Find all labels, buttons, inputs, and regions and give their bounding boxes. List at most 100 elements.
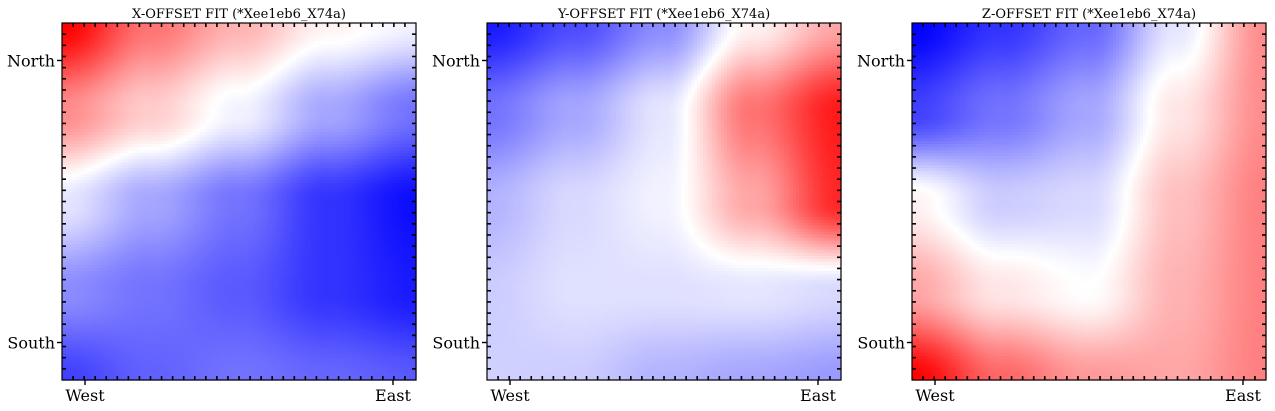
heatmap-cell (236, 116, 240, 121)
heatmap-cell (269, 131, 273, 136)
heatmap-cell (158, 80, 162, 85)
heatmap-cell (170, 144, 174, 148)
heatmap-cell (152, 65, 156, 69)
heatmap-cell (335, 128, 339, 133)
heatmap-cell (161, 26, 165, 30)
heatmap-cell (374, 41, 378, 45)
heatmap-cell (206, 116, 210, 121)
heatmap-cell (104, 68, 108, 73)
heatmap-cell (68, 92, 72, 97)
heatmap-cell (248, 131, 252, 136)
heatmap-cell (395, 113, 399, 118)
heatmap-cell (170, 98, 174, 103)
heatmap-cell (341, 59, 345, 63)
heatmap-cell (290, 113, 294, 118)
heatmap-cell (218, 23, 222, 27)
heatmap-cell (401, 32, 405, 36)
heatmap-cell (233, 110, 237, 115)
heatmap-cell (272, 74, 276, 79)
heatmap-cell (161, 113, 165, 118)
heatmap-cell (113, 131, 117, 136)
heatmap-cell (395, 56, 399, 60)
heatmap-cell (374, 92, 378, 97)
heatmap-cell (326, 125, 330, 130)
heatmap-cell (362, 56, 366, 60)
heatmap-cell (95, 144, 99, 148)
heatmap-cell (74, 38, 78, 42)
heatmap-cell (83, 137, 87, 142)
heatmap-cell (215, 50, 219, 54)
heatmap-cell (377, 65, 381, 69)
heatmap-cell (221, 68, 225, 73)
heatmap-cell (203, 113, 207, 118)
heatmap-cell (92, 74, 96, 79)
heatmap-cell (293, 122, 297, 127)
heatmap-cell (230, 32, 234, 36)
heatmap-cell (350, 68, 354, 73)
heatmap-cell (95, 47, 99, 51)
heatmap-cell (77, 53, 81, 57)
heatmap-cell (257, 29, 261, 33)
heatmap-cell (209, 144, 213, 148)
heatmap-cell (305, 104, 309, 109)
heatmap-cell (161, 65, 165, 69)
heatmap-cell (134, 77, 138, 82)
heatmap-cell (146, 140, 150, 145)
heatmap-cell (320, 38, 324, 42)
heatmap-cell (155, 92, 159, 97)
heatmap-cell (263, 68, 267, 73)
heatmap-cell (284, 38, 288, 42)
heatmap-cell (185, 59, 189, 63)
heatmap-cell (137, 83, 141, 88)
heatmap-cell (80, 77, 84, 82)
heatmap-cell (368, 92, 372, 97)
heatmap-cell (203, 23, 207, 27)
heatmap-cell (335, 68, 339, 73)
heatmap-cell (149, 35, 153, 39)
heatmap-cell (407, 107, 411, 112)
heatmap-cell (167, 107, 171, 112)
heatmap-cell (317, 59, 321, 63)
heatmap-cell (212, 110, 216, 115)
heatmap-cell (122, 98, 126, 103)
heatmap-cell (116, 113, 120, 118)
heatmap-cell (383, 113, 387, 118)
heatmap-cell (122, 65, 126, 69)
heatmap-cell (407, 62, 411, 66)
heatmap-cell (257, 65, 261, 69)
heatmap-cell (206, 29, 210, 33)
heatmap-cell (320, 68, 324, 73)
heatmap-cell (161, 38, 165, 42)
heatmap-cell (338, 107, 342, 112)
heatmap-cell (287, 68, 291, 73)
heatmap-cell (116, 144, 120, 148)
heatmap-cell (209, 95, 213, 100)
heatmap-cell (236, 83, 240, 88)
heatmap-cell (275, 44, 279, 48)
heatmap-cell (92, 113, 96, 118)
heatmap-cell (374, 119, 378, 124)
heatmap-cell (68, 147, 72, 151)
heatmap-cell (182, 92, 186, 97)
heatmap-cell (221, 74, 225, 79)
heatmap-cell (80, 140, 84, 145)
heatmap-cell (359, 86, 363, 91)
heatmap-cell (380, 107, 384, 112)
heatmap-cell (95, 41, 99, 45)
heatmap-cell (389, 50, 393, 54)
heatmap-cell (227, 119, 231, 124)
heatmap-cell (248, 95, 252, 100)
heatmap-cell (302, 116, 306, 121)
heatmap-cell (68, 32, 72, 36)
heatmap-cell (317, 35, 321, 39)
heatmap-cell (284, 125, 288, 130)
heatmap-cell (386, 56, 390, 60)
heatmap-cell (167, 125, 171, 130)
heatmap-cell (236, 41, 240, 45)
heatmap-cell (356, 35, 360, 39)
heatmap-cell (134, 134, 138, 139)
heatmap-cell (92, 56, 96, 60)
heatmap-cell (167, 128, 171, 133)
heatmap-cell (209, 137, 213, 142)
heatmap-cell (122, 122, 126, 127)
